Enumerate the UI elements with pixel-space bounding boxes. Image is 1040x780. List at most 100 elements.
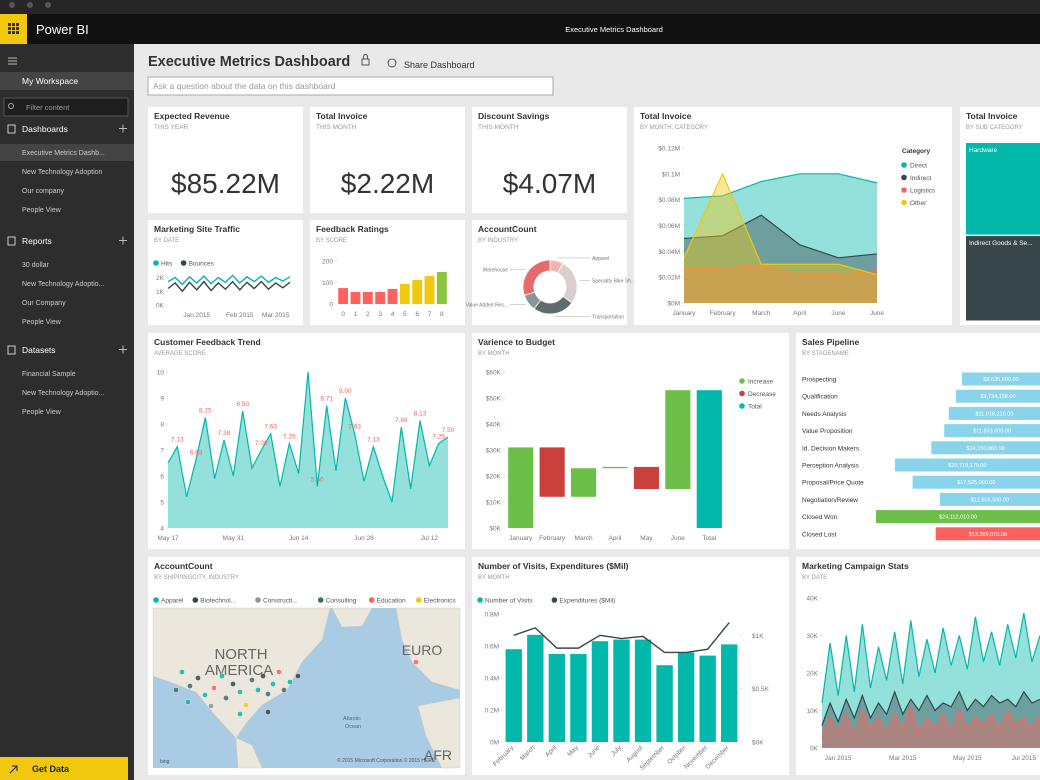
chart-subtitle: BY STAGENAME: [802, 351, 849, 357]
funnel-bar: [962, 372, 1040, 386]
map-point: [237, 689, 243, 695]
data-label: $17,525,000.00: [957, 480, 995, 486]
chart-title: AccountCount: [154, 561, 213, 571]
nav-item[interactable]: People View: [22, 207, 62, 214]
map-point: [202, 692, 208, 698]
nav-item[interactable]: New Technology Adoptio...: [22, 390, 104, 397]
chart-subtitle: BY INDUSTRY: [478, 238, 518, 244]
x-tick-label: April: [608, 535, 622, 542]
nav-item[interactable]: 30 dollar: [22, 262, 50, 269]
card-tile[interactable]: [472, 107, 627, 213]
map-land: [235, 737, 263, 769]
nav-item[interactable]: People View: [22, 409, 62, 416]
map-point: [270, 681, 276, 687]
x-tick-label: Mar 2015: [262, 312, 290, 319]
bar: [677, 652, 695, 742]
x-tick-label: February: [539, 535, 566, 542]
share-button[interactable]: Share Dashboard: [404, 60, 475, 70]
tile[interactable]: [796, 557, 1040, 775]
data-label: 7.63: [348, 424, 361, 431]
waterfall-bar: [665, 390, 691, 489]
nav-item[interactable]: Our company: [22, 188, 65, 195]
nav-item[interactable]: Executive Metrics Dashb...: [22, 150, 105, 157]
add-icon[interactable]: [119, 236, 127, 245]
stage-label: Id. Decision Makers: [802, 445, 860, 452]
treemap-label: Indirect Goods & Se...: [969, 240, 1033, 247]
donut-label: Specialty Bike Sh...: [592, 278, 635, 284]
qna-box[interactable]: [147, 76, 554, 96]
stage-label: Qualification: [802, 394, 838, 401]
nav-item[interactable]: People View: [22, 319, 62, 326]
chart-subtitle: BY SUB CATEGORY: [966, 125, 1023, 131]
donut-label: Value Added Res...: [466, 303, 508, 309]
nav-item[interactable]: Financial Sample: [22, 371, 76, 378]
nav-item[interactable]: New Technology Adoption: [22, 169, 103, 176]
nav-item[interactable]: Our Company: [22, 300, 66, 307]
bar: [656, 665, 673, 742]
y-tick-label: $10K: [486, 500, 502, 507]
chart-title: Marketing Campaign Stats: [802, 561, 909, 571]
y-tick-label: 0K: [810, 746, 819, 753]
nav-menu-icon[interactable]: [8, 57, 17, 65]
window-button[interactable]: [9, 2, 15, 8]
nav-item[interactable]: New Technology Adoptio...: [22, 281, 104, 288]
x-tick-label: Mar 2015: [889, 755, 917, 762]
legend-label: Biotechnol...: [200, 597, 236, 604]
tile[interactable]: [148, 220, 303, 325]
card-tile[interactable]: [148, 107, 303, 213]
y-tick-label: 4: [160, 526, 164, 533]
window-button[interactable]: [27, 2, 33, 8]
lock-icon: [361, 58, 370, 66]
x-tick-label: 5: [403, 311, 407, 318]
add-icon[interactable]: [119, 124, 127, 133]
treemap-cell: [966, 236, 1040, 321]
legend-swatch: [901, 174, 907, 181]
stage-label: Closed Won: [802, 514, 838, 521]
legend-swatch: [901, 199, 907, 206]
card-value: $2.22M: [341, 168, 434, 199]
chart-title: Varience to Budget: [478, 337, 555, 347]
get-data-button[interactable]: [0, 757, 128, 780]
share-icon[interactable]: [387, 58, 397, 68]
x-tick-label: June: [831, 310, 845, 317]
chart-subtitle: BY SCORE: [316, 238, 347, 244]
tile[interactable]: [634, 107, 952, 325]
funnel-bar: [876, 510, 1040, 524]
map-point: [295, 673, 301, 679]
treemap-cell: [966, 143, 1040, 235]
y-tick-label: 10K: [806, 708, 818, 715]
tile[interactable]: [148, 333, 465, 549]
data-label: $11,018,210.00: [975, 411, 1013, 417]
x-tick-label: May 17: [157, 535, 179, 542]
nav-section-icon: [7, 124, 16, 134]
y-tick-label: $0.5K: [752, 686, 770, 693]
chart-subtitle: BY MONTH: [478, 575, 510, 581]
map-point: [173, 687, 179, 693]
waterfall-bar: [539, 447, 565, 497]
card-tile[interactable]: [310, 107, 465, 213]
x-tick-label: 1: [354, 311, 358, 318]
map-point: [287, 679, 293, 685]
filter-box[interactable]: [3, 97, 129, 117]
card-title: Expected Revenue: [154, 111, 230, 121]
y-tick-label: 40K: [806, 596, 818, 603]
x-tick-label: Jul 12: [421, 535, 439, 542]
app-name: Power BI: [36, 22, 89, 37]
x-tick-label: June: [671, 535, 685, 542]
add-icon[interactable]: [119, 345, 127, 354]
bar: [699, 655, 716, 742]
y-tick-label: $1K: [752, 633, 764, 640]
data-label: $13,369,070.00: [969, 532, 1007, 538]
y-tick-label: 200: [322, 259, 333, 266]
card-value: $4.07M: [503, 168, 596, 199]
y-tick-label: 100: [322, 280, 333, 287]
area: [684, 215, 877, 303]
y-tick-label: $40K: [486, 422, 502, 429]
y-tick-label: 9: [160, 396, 164, 403]
workspace-row[interactable]: [0, 72, 134, 90]
data-label: $20,719,170.00: [948, 463, 986, 469]
window-button[interactable]: [45, 2, 51, 8]
donut-label: Warehouse: [483, 267, 509, 273]
chart-title: Feedback Ratings: [316, 224, 389, 234]
bar: [412, 279, 423, 304]
